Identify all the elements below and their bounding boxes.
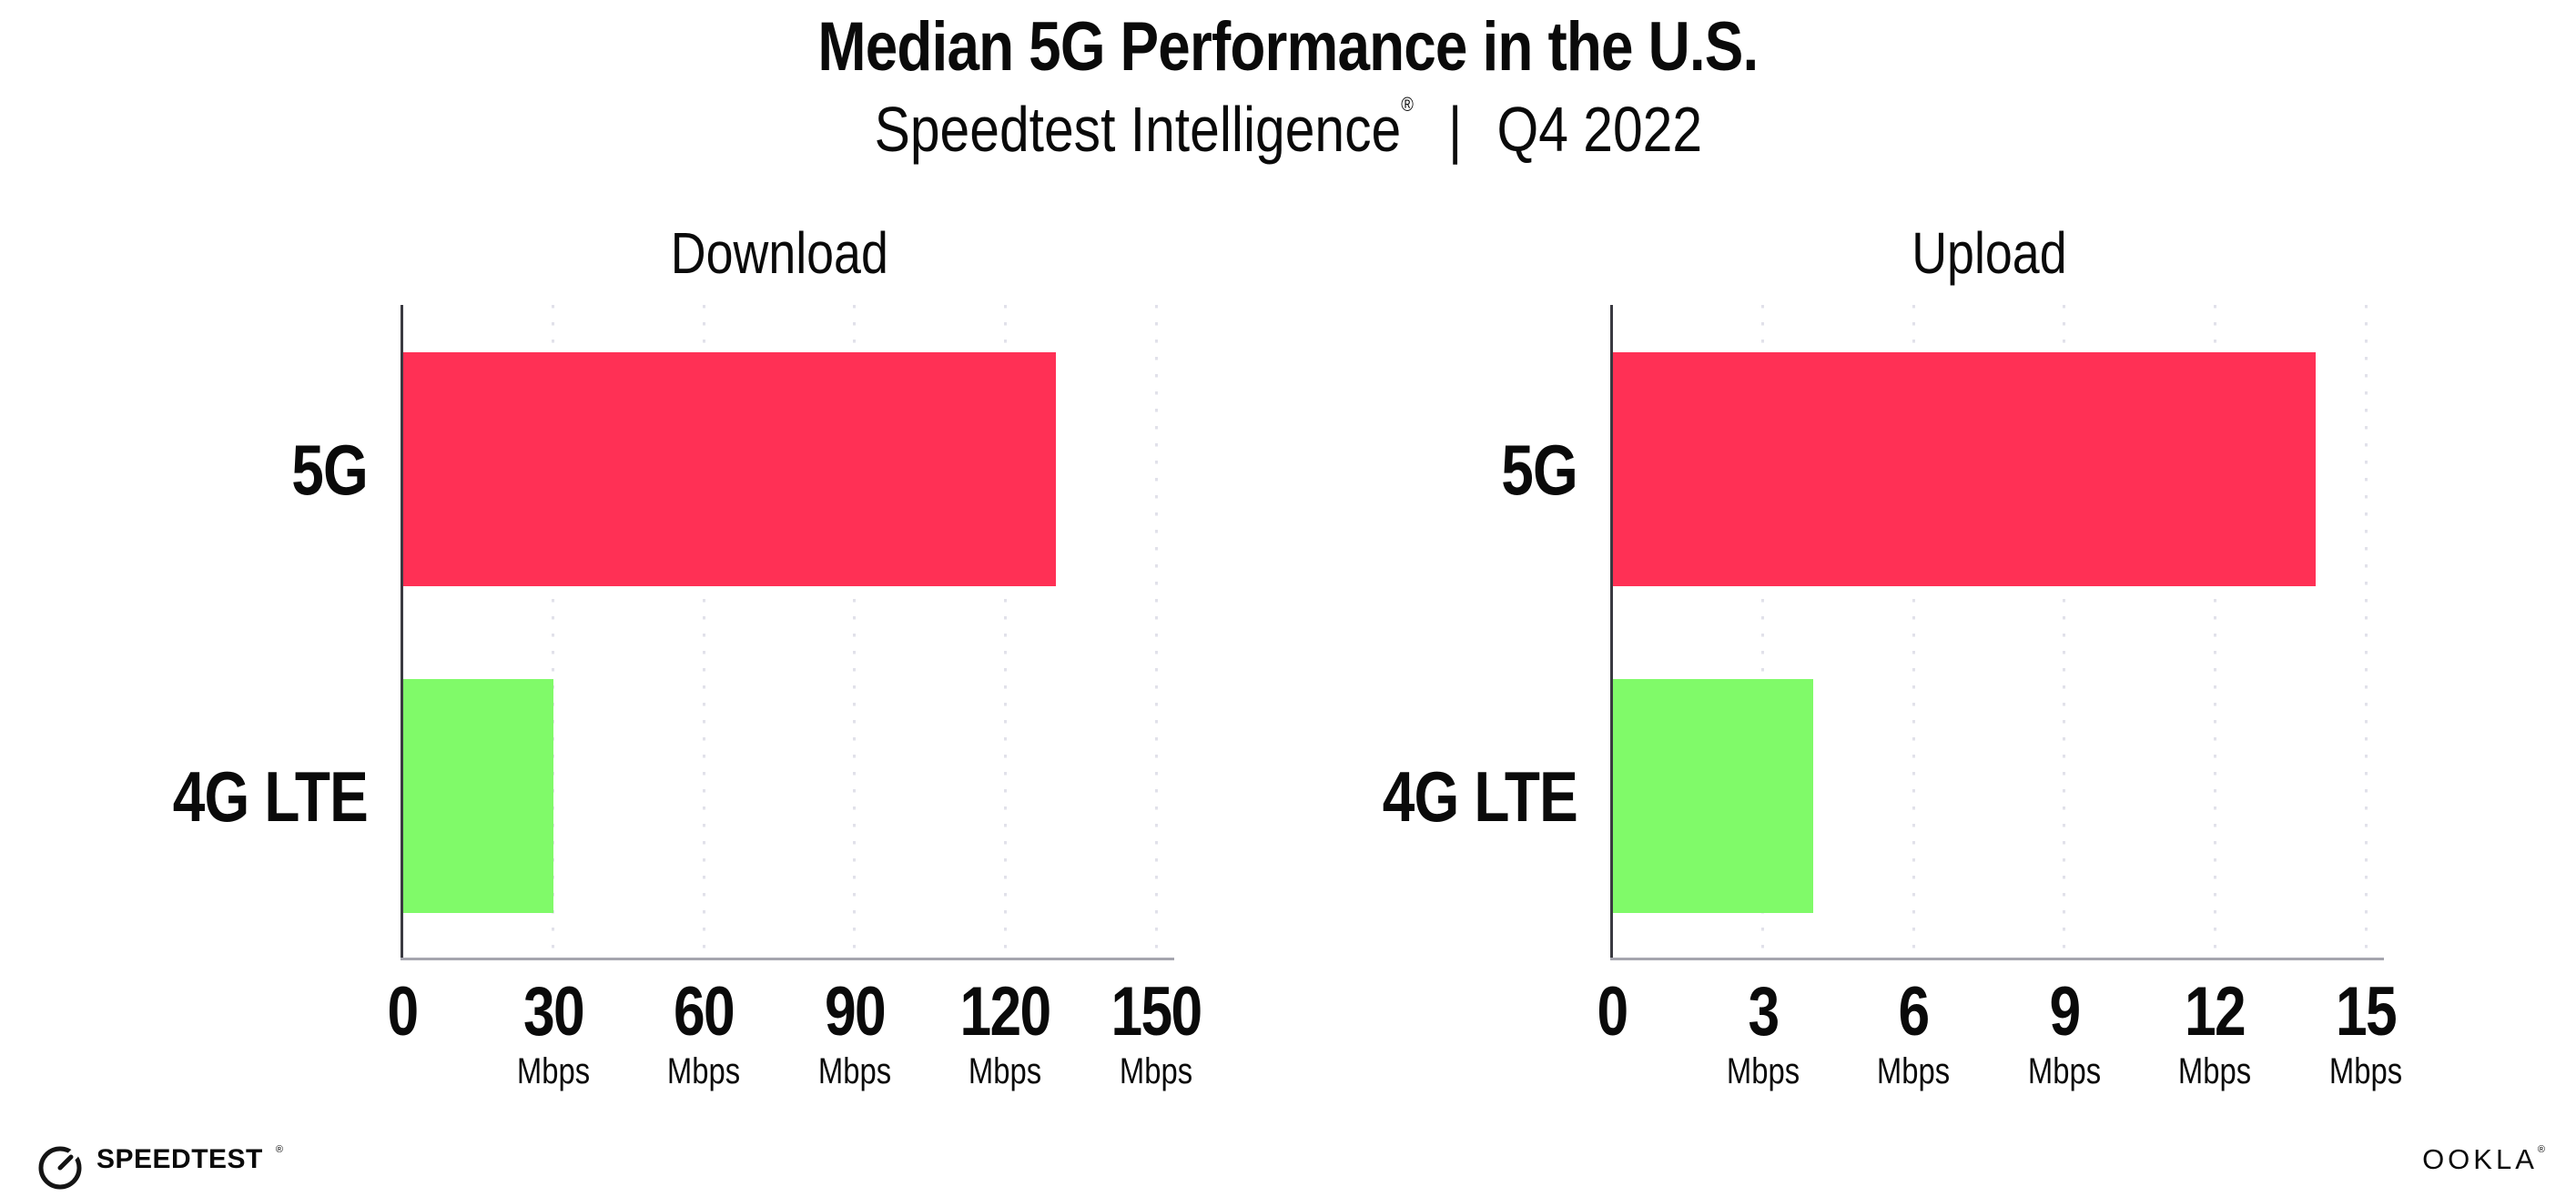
gridline-150-mbps — [1154, 305, 1158, 959]
tick-value: 30 — [522, 973, 585, 1050]
gridline-12-mbps — [2213, 305, 2216, 959]
tick-unit: Mbps — [667, 1051, 741, 1091]
tick-value: 9 — [2049, 973, 2081, 1050]
page-title-text: Median 5G Performance in the U.S. — [817, 8, 1759, 86]
tick-unit: Mbps — [2328, 1051, 2403, 1091]
ookla-wordmark: OOKLA — [2422, 1143, 2538, 1175]
tick-label-150: 150 Mbps — [1081, 978, 1231, 1092]
tick-value: 120 — [959, 973, 1052, 1050]
tick-value: 90 — [824, 973, 887, 1050]
bar-5g — [403, 352, 1056, 586]
bar-4g-lte — [1613, 679, 1813, 913]
x-axis-line — [1610, 958, 2384, 960]
gridline-3-mbps — [1761, 305, 1765, 959]
page-title: Median 5G Performance in the U.S. — [0, 9, 2576, 86]
tick-label-9: 9 Mbps — [1990, 978, 2139, 1092]
tick-label-90: 90 Mbps — [780, 978, 929, 1092]
tick-unit: Mbps — [2178, 1051, 2252, 1091]
subtitle-brand: Speedtest Intelligence — [874, 94, 1401, 165]
gridline-90-mbps — [853, 305, 857, 959]
tick-label-120: 120 Mbps — [930, 978, 1080, 1092]
gridline-120-mbps — [1003, 305, 1007, 959]
tick-label-6: 6 Mbps — [1839, 978, 1988, 1092]
subtitle-period: Q4 2022 — [1496, 94, 1702, 165]
speedtest-wordmark: SPEEDTEST — [96, 1144, 263, 1174]
gridline-9-mbps — [2063, 305, 2066, 959]
tick-label-12: 12 Mbps — [2140, 978, 2289, 1092]
tick-value: 0 — [1597, 973, 1628, 1050]
tick-label-30: 30 Mbps — [479, 978, 628, 1092]
gridline-15-mbps — [2364, 305, 2368, 959]
tick-value: 0 — [387, 973, 419, 1050]
chart-title-download: Download — [402, 220, 1156, 286]
gridline-60-mbps — [702, 305, 705, 959]
speedtest-registered-mark: ® — [275, 1144, 283, 1155]
category-label-4g-lte: 4G LTE — [172, 756, 369, 837]
speedtest-logo: SPEEDTEST ® — [36, 1143, 283, 1191]
tick-value: 15 — [2335, 973, 2398, 1050]
page-subtitle-text: Speedtest Intelligence® | Q4 2022 — [874, 91, 1701, 167]
x-axis-line — [401, 958, 1174, 960]
gridline-30-mbps — [552, 305, 555, 959]
gridline-6-mbps — [1912, 305, 1915, 959]
y-axis-line — [1610, 305, 1613, 960]
tick-value: 12 — [2185, 973, 2246, 1050]
tick-value: 60 — [674, 973, 735, 1050]
tick-unit: Mbps — [817, 1051, 891, 1091]
ookla-registered-mark: ® — [2537, 1144, 2545, 1155]
category-label-5g: 5G — [1501, 429, 1578, 510]
category-label-5g: 5G — [291, 429, 369, 510]
tick-label-60: 60 Mbps — [629, 978, 778, 1092]
tick-value: 150 — [1111, 973, 1202, 1050]
tick-value: 3 — [1748, 973, 1780, 1050]
tick-unit: Mbps — [516, 1051, 590, 1091]
bar-5g — [1613, 352, 2316, 586]
tick-unit: Mbps — [1119, 1051, 1193, 1091]
bar-4g-lte — [403, 679, 553, 913]
page-subtitle: Speedtest Intelligence® | Q4 2022 — [0, 91, 2576, 167]
tick-unit: Mbps — [969, 1051, 1042, 1091]
gauge-icon — [38, 1146, 82, 1190]
ookla-logo: OOKLA® — [2422, 1143, 2545, 1175]
chart-title-upload-text: Upload — [1911, 220, 2067, 286]
chart-title-upload: Upload — [1612, 220, 2366, 286]
category-label-4g-lte: 4G LTE — [1382, 756, 1578, 837]
tick-label-0: 0 — [1537, 978, 1687, 1047]
tick-unit: Mbps — [1877, 1051, 1951, 1091]
subtitle-separator: | — [1447, 94, 1462, 165]
tick-unit: Mbps — [2027, 1051, 2101, 1091]
tick-unit: Mbps — [1726, 1051, 1800, 1091]
tick-value: 6 — [1898, 973, 1931, 1050]
tick-label-15: 15 Mbps — [2291, 978, 2440, 1092]
tick-label-0: 0 — [328, 978, 477, 1047]
y-axis-line — [401, 305, 403, 960]
tick-label-3: 3 Mbps — [1689, 978, 1838, 1092]
registered-mark: ® — [1400, 93, 1414, 116]
chart-title-download-text: Download — [670, 220, 888, 286]
